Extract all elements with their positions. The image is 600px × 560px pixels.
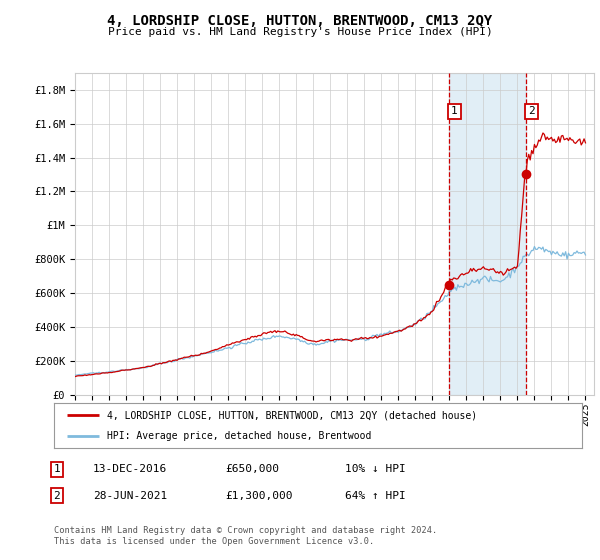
Text: Contains HM Land Registry data © Crown copyright and database right 2024.
This d: Contains HM Land Registry data © Crown c… [54,526,437,546]
Text: £1,300,000: £1,300,000 [225,491,293,501]
Text: 13-DEC-2016: 13-DEC-2016 [93,464,167,474]
Text: 1: 1 [451,106,458,116]
Text: 4, LORDSHIP CLOSE, HUTTON, BRENTWOOD, CM13 2QY: 4, LORDSHIP CLOSE, HUTTON, BRENTWOOD, CM… [107,14,493,28]
Text: 2: 2 [528,106,535,116]
Text: 2: 2 [53,491,61,501]
Text: HPI: Average price, detached house, Brentwood: HPI: Average price, detached house, Bren… [107,431,371,441]
Text: 28-JUN-2021: 28-JUN-2021 [93,491,167,501]
Text: 4, LORDSHIP CLOSE, HUTTON, BRENTWOOD, CM13 2QY (detached house): 4, LORDSHIP CLOSE, HUTTON, BRENTWOOD, CM… [107,410,477,421]
Text: 10% ↓ HPI: 10% ↓ HPI [345,464,406,474]
Bar [449,73,526,395]
Text: 64% ↑ HPI: 64% ↑ HPI [345,491,406,501]
Text: £650,000: £650,000 [225,464,279,474]
Text: Price paid vs. HM Land Registry's House Price Index (HPI): Price paid vs. HM Land Registry's House … [107,27,493,37]
Text: 1: 1 [53,464,61,474]
